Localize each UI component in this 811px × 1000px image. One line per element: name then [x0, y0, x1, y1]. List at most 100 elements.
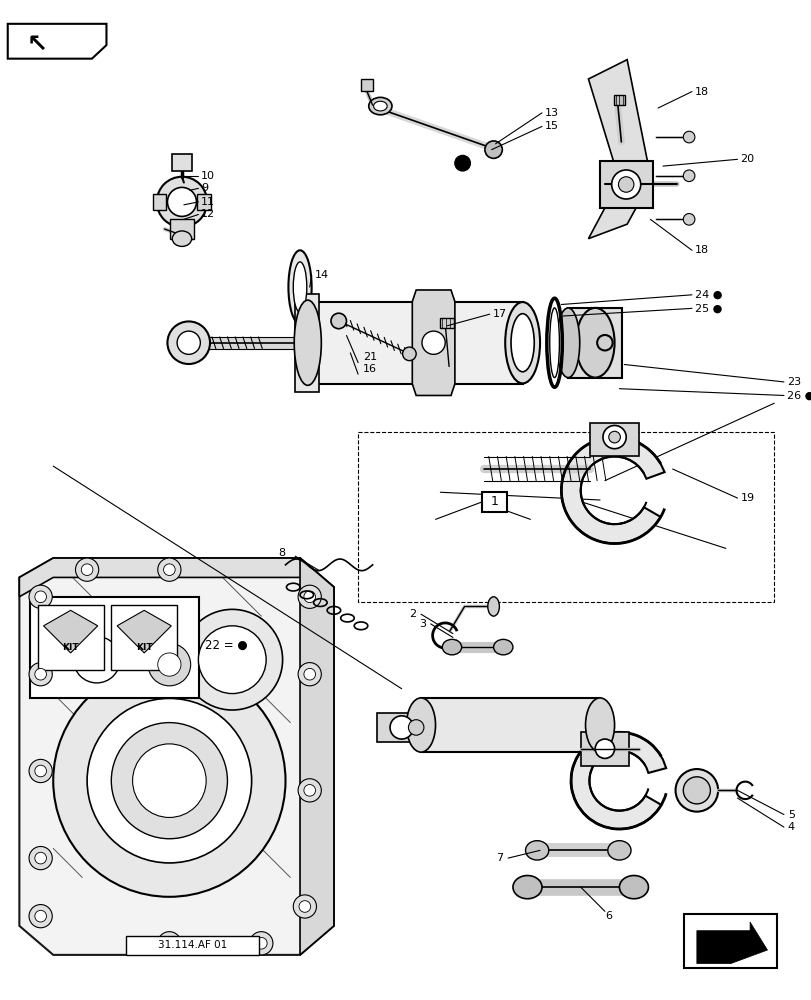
Circle shape — [293, 895, 316, 918]
Text: 9: 9 — [201, 183, 208, 193]
Polygon shape — [299, 558, 333, 955]
Polygon shape — [570, 732, 665, 829]
Circle shape — [422, 331, 444, 354]
Circle shape — [35, 591, 46, 603]
Ellipse shape — [504, 302, 539, 383]
Ellipse shape — [373, 101, 387, 111]
Text: 10: 10 — [201, 171, 215, 181]
Circle shape — [408, 720, 423, 735]
Circle shape — [87, 698, 251, 863]
Circle shape — [484, 141, 502, 158]
Circle shape — [611, 170, 640, 199]
Ellipse shape — [294, 300, 321, 385]
Circle shape — [54, 665, 285, 897]
Text: 22 = ●: 22 = ● — [205, 639, 247, 652]
Circle shape — [29, 663, 52, 686]
Bar — [440, 318, 453, 328]
Bar — [197, 194, 211, 210]
Circle shape — [682, 131, 694, 143]
Bar — [482, 492, 507, 512]
Bar — [684, 914, 776, 968]
Text: 3: 3 — [418, 619, 425, 629]
Circle shape — [35, 852, 46, 864]
Polygon shape — [44, 610, 97, 653]
Ellipse shape — [549, 308, 559, 378]
Bar — [126, 936, 259, 955]
Ellipse shape — [619, 876, 648, 899]
Ellipse shape — [293, 262, 307, 312]
Circle shape — [74, 636, 120, 683]
Text: 1: 1 — [490, 495, 498, 508]
Bar — [37, 605, 104, 670]
Bar — [111, 605, 177, 670]
Bar — [420, 698, 599, 752]
Ellipse shape — [513, 876, 541, 899]
Circle shape — [298, 779, 321, 802]
Circle shape — [35, 910, 46, 922]
Bar — [30, 597, 200, 698]
Bar — [361, 79, 372, 91]
Circle shape — [29, 846, 52, 870]
Ellipse shape — [556, 308, 579, 378]
Circle shape — [608, 431, 620, 443]
Circle shape — [618, 177, 633, 192]
Ellipse shape — [177, 331, 200, 354]
Text: KIT: KIT — [62, 643, 79, 652]
Circle shape — [682, 170, 694, 182]
Circle shape — [255, 937, 267, 949]
Polygon shape — [19, 558, 333, 955]
Text: 31.114.AF 01: 31.114.AF 01 — [158, 940, 227, 950]
Circle shape — [35, 668, 46, 680]
Circle shape — [29, 905, 52, 928]
Text: 15: 15 — [544, 121, 558, 131]
Text: KIT: KIT — [135, 643, 152, 652]
Text: 24 ●: 24 ● — [694, 290, 722, 300]
Text: 19: 19 — [740, 493, 753, 503]
Circle shape — [60, 623, 133, 696]
Circle shape — [163, 937, 175, 949]
Bar — [613, 95, 624, 105]
Circle shape — [675, 769, 717, 812]
Text: 6: 6 — [604, 911, 611, 921]
Circle shape — [111, 723, 227, 839]
Text: 25 ●: 25 ● — [694, 303, 722, 313]
Text: 20: 20 — [740, 154, 753, 164]
Ellipse shape — [493, 639, 513, 655]
Circle shape — [298, 663, 321, 686]
Polygon shape — [560, 437, 663, 543]
Circle shape — [603, 425, 625, 449]
Circle shape — [157, 558, 181, 581]
Circle shape — [35, 765, 46, 777]
Text: 7: 7 — [496, 853, 503, 863]
Polygon shape — [696, 922, 766, 964]
Circle shape — [298, 585, 321, 608]
Circle shape — [157, 653, 181, 676]
Text: 21: 21 — [363, 352, 376, 362]
Circle shape — [389, 716, 413, 739]
Bar — [170, 219, 193, 239]
Text: 13: 13 — [544, 108, 558, 118]
Bar — [299, 302, 522, 384]
Circle shape — [29, 585, 52, 608]
Bar — [358, 432, 774, 602]
Text: ↖: ↖ — [27, 33, 48, 57]
Polygon shape — [117, 610, 171, 653]
Circle shape — [402, 347, 416, 361]
Text: 17: 17 — [492, 309, 506, 319]
Ellipse shape — [288, 250, 311, 324]
Bar — [152, 194, 166, 210]
Circle shape — [167, 187, 196, 216]
Ellipse shape — [442, 639, 461, 655]
Text: 14: 14 — [314, 270, 328, 280]
Text: 12: 12 — [201, 209, 215, 219]
Circle shape — [331, 313, 346, 329]
Ellipse shape — [525, 841, 548, 860]
Ellipse shape — [575, 308, 614, 378]
Polygon shape — [295, 294, 319, 392]
Ellipse shape — [368, 97, 392, 115]
Text: 11: 11 — [201, 197, 215, 207]
Bar — [599, 161, 653, 208]
Circle shape — [298, 901, 311, 912]
Ellipse shape — [607, 841, 630, 860]
Text: 5: 5 — [787, 810, 794, 820]
